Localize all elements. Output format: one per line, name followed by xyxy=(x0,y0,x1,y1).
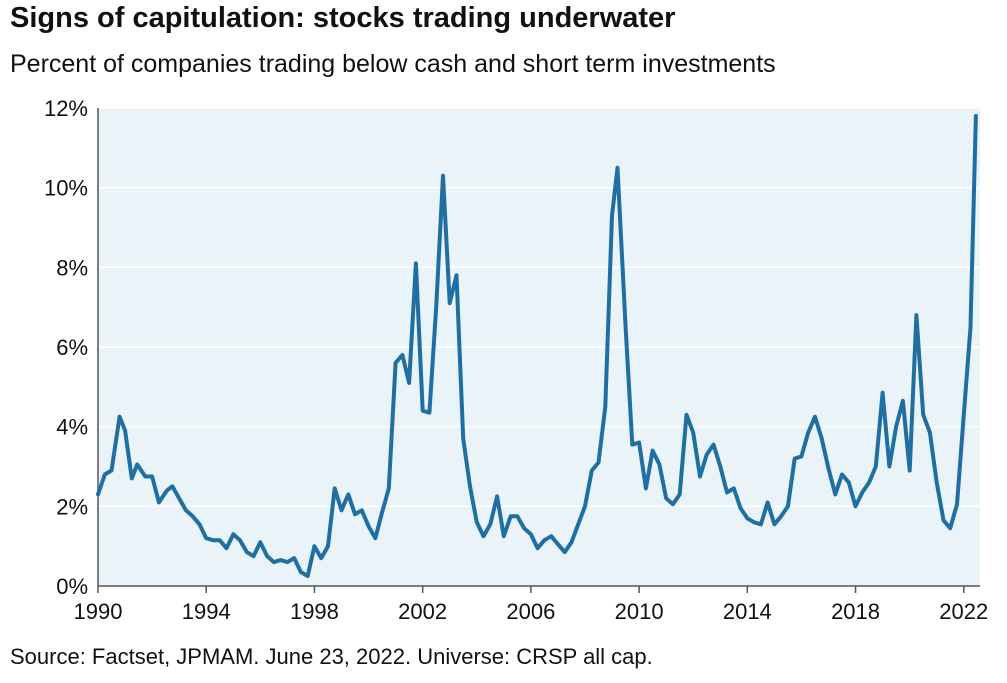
x-tick-label: 1994 xyxy=(182,599,231,624)
y-tick-label: 2% xyxy=(56,494,88,519)
x-tick-label: 1998 xyxy=(290,599,339,624)
x-tick-label: 2010 xyxy=(615,599,664,624)
y-axis-ticks: 0% 2% 4% 6% 8% 10% 12% xyxy=(44,96,88,599)
x-tick-label: 2006 xyxy=(506,599,555,624)
x-tick-label: 2002 xyxy=(398,599,447,624)
x-tick-label: 1990 xyxy=(74,599,123,624)
y-tick-label: 4% xyxy=(56,415,88,440)
x-tick-label: 2014 xyxy=(723,599,772,624)
chart-subtitle: Percent of companies trading below cash … xyxy=(10,50,776,78)
y-tick-label: 6% xyxy=(56,335,88,360)
x-tick-label: 2018 xyxy=(831,599,880,624)
source-note: Source: Factset, JPMAM. June 23, 2022. U… xyxy=(10,644,653,669)
gridlines xyxy=(98,107,980,508)
x-tick-label: 2022 xyxy=(939,599,988,624)
chart-title: Signs of capitulation: stocks trading un… xyxy=(10,2,676,34)
y-tick-label: 12% xyxy=(44,96,88,121)
y-tick-label: 8% xyxy=(56,255,88,280)
y-tick-label: 10% xyxy=(44,176,88,201)
y-tick-label: 0% xyxy=(56,574,88,599)
series-line xyxy=(96,114,978,578)
x-axis-ticks: 1990 1994 1998 2002 2006 2010 2014 2018 2022 xyxy=(74,586,988,624)
